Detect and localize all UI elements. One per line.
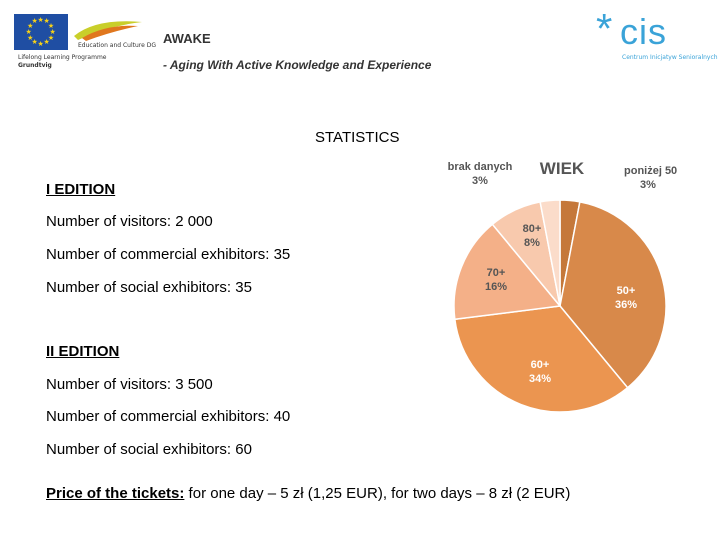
edition2-commercial-exhibitors: Number of commercial exhibitors: 40 (46, 408, 291, 425)
pie-value-label: 8% (524, 237, 540, 249)
edition1-visitors: Number of visitors: 2 000 (46, 213, 213, 230)
pie-slice-brak-danych (539, 199, 561, 307)
ticket-price-text: for one day – 5 zł (1,25 EUR), for two d… (184, 485, 571, 502)
chart-title: WIEK (540, 159, 585, 178)
pie-label: 60+ (531, 359, 550, 371)
eu-star-icon: ★ (47, 34, 55, 42)
pie-label: 50+ (617, 285, 636, 297)
slide-header: ★ ★ ★ ★ ★ ★ ★ ★ ★ ★ ★ ★ Education and Culture DG Li… (0, 0, 720, 88)
pie-label: brak danych (448, 161, 513, 173)
ticket-price: Price of the tickets: for one day – 5 zł… (46, 485, 570, 502)
eu-star-icon: ★ (47, 22, 55, 30)
eu-llp-logo: ★ ★ ★ ★ ★ ★ ★ ★ ★ ★ ★ ★ Education and Culture DG Li… (14, 14, 164, 74)
pie-value-label: 34% (529, 373, 551, 385)
cis-logo-word: cis (620, 11, 667, 52)
edition2-title: II EDITION (46, 343, 120, 360)
eu-dg-label: Education and Culture DG (78, 42, 156, 49)
eu-flag-icon: ★ ★ ★ ★ ★ ★ ★ ★ ★ ★ ★ ★ (14, 14, 68, 50)
cis-logo-subtitle: Centrum Inicjatyw Senioralnych (622, 54, 718, 61)
pie-label: 80+ (523, 223, 542, 235)
pie-slice-60- (454, 305, 629, 413)
pie-slice-50- (559, 201, 667, 389)
pie-value-label: 16% (485, 281, 507, 293)
eu-programme-label: Lifelong Learning Programme (18, 54, 107, 61)
eu-star-icon: ★ (43, 18, 50, 26)
edition1-commercial-exhibitors: Number of commercial exhibitors: 35 (46, 246, 291, 263)
edition1-social-exhibitors: Number of social exhibitors: 35 (46, 279, 252, 296)
ticket-price-label: Price of the tickets: (46, 485, 185, 502)
age-pie-svg: WIEK poniżej 50 3% 50+ 36% 60+ 34% 70+ 16% 80+ 8% b… (448, 159, 677, 413)
pie-value-label: 3% (640, 179, 656, 191)
pie-label: 70+ (487, 267, 506, 279)
age-pie-chart: WIEK poniżej 50 3% 50+ 36% 60+ 34% 70+ 16% 80+ 8% b… (440, 148, 680, 440)
eu-star-icon: ★ (27, 34, 34, 42)
pie-label: poniżej 50 (624, 165, 677, 177)
pie-value-label: 3% (472, 175, 488, 187)
eu-star-icon: ★ (43, 38, 50, 46)
page-title: AWAKE (163, 31, 211, 46)
eu-star-icon: ★ (49, 28, 56, 36)
asterisk-icon: * (596, 5, 613, 52)
edition2-social-exhibitors: Number of social exhibitors: 60 (46, 441, 252, 458)
edition1-title: I EDITION (46, 181, 116, 198)
eu-star-icon: ★ (31, 18, 38, 26)
statistics-heading: STATISTICS (315, 129, 400, 146)
pie-value-label: 36% (615, 299, 637, 311)
page-subtitle: - Aging With Active Knowledge and Experi… (163, 58, 432, 72)
cis-logo: * cis Centrum Inicjatyw Senioralnych (596, 5, 718, 72)
eu-star-icon: ★ (25, 28, 32, 36)
pie-slice-70- (453, 223, 562, 321)
eu-star-icon: ★ (37, 16, 44, 24)
eu-star-icon: ★ (27, 22, 34, 30)
llp-swoosh-icon (74, 21, 142, 41)
eu-star-icon: ★ (31, 38, 38, 46)
eu-grundtvig-label: Grundtvig (18, 62, 52, 69)
edition2-visitors: Number of visitors: 3 500 (46, 376, 213, 393)
eu-star-icon: ★ (37, 40, 44, 48)
